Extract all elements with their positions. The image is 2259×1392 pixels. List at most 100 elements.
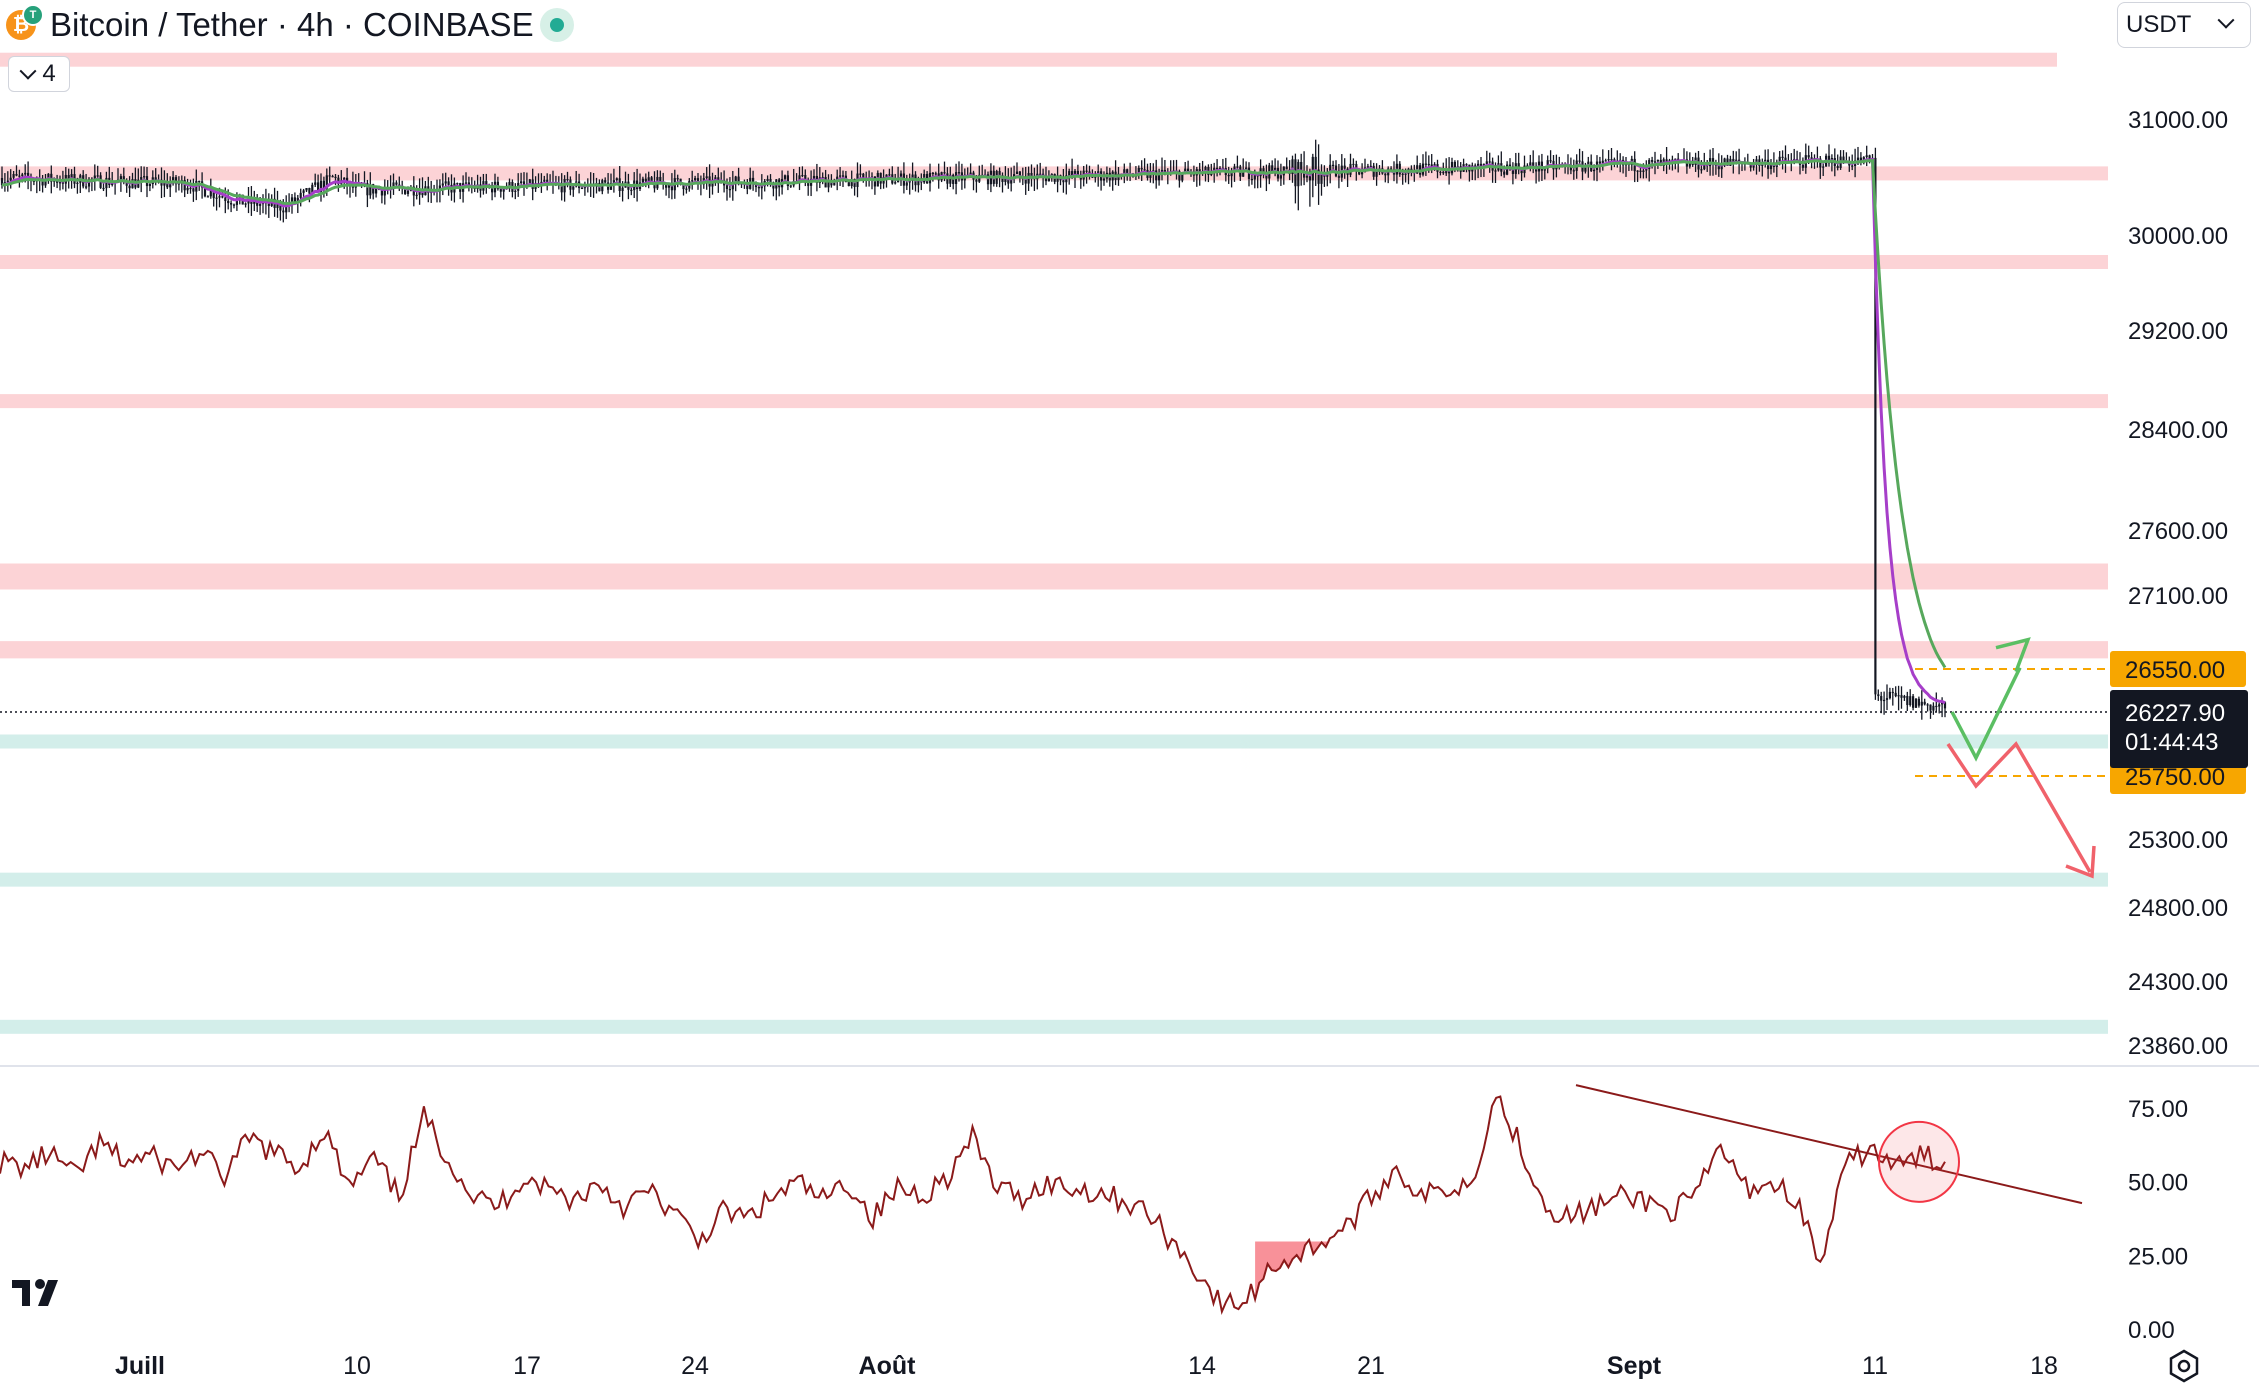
candle-body <box>644 178 647 182</box>
candle-body <box>18 175 21 177</box>
candle-body <box>1445 169 1448 174</box>
price-tick-label: 27600.00 <box>2128 518 2228 545</box>
candle-body <box>714 177 717 180</box>
candle-body <box>1909 696 1912 706</box>
candle-body <box>1506 164 1509 175</box>
candle-body <box>186 187 189 191</box>
candle-body <box>1233 166 1236 172</box>
candle-body <box>1674 158 1677 160</box>
candle-body <box>1102 178 1106 181</box>
collapse-indicators-button[interactable]: 4 <box>8 56 70 92</box>
candle-body <box>731 181 734 190</box>
candle-body <box>836 176 839 181</box>
indicator-count: 4 <box>42 60 56 87</box>
candle-body <box>1039 173 1042 175</box>
candle-body <box>209 190 212 197</box>
price-tick-label: 25300.00 <box>2128 827 2228 854</box>
rsi-pane[interactable]: 75.00 50.00 25.00 0.00 <box>0 1084 2188 1344</box>
candle-body <box>189 187 192 190</box>
candle-body <box>560 183 563 193</box>
candle-body <box>682 183 685 190</box>
candle-body <box>1827 155 1831 164</box>
candle-body <box>1503 171 1506 175</box>
candle-body <box>1859 157 1862 163</box>
moving-averages-layer <box>1 157 1947 705</box>
symbol-title[interactable]: Bitcoin / Tether · 4h · COINBASE <box>50 6 534 43</box>
candle-body <box>1352 163 1355 166</box>
candle-body <box>1700 169 1703 171</box>
candle-body <box>650 177 653 182</box>
candle-body <box>1888 691 1891 699</box>
candle-body <box>1216 167 1219 170</box>
candle-body <box>1711 158 1715 165</box>
candle-body <box>1778 156 1781 163</box>
candle-body <box>61 182 64 184</box>
candle-body <box>285 204 288 213</box>
chart-settings-icon[interactable] <box>2166 1348 2202 1384</box>
candle-body <box>528 179 531 186</box>
candle-body <box>1320 174 1323 184</box>
candle-body <box>1822 166 1825 168</box>
candle-body <box>102 187 105 190</box>
rsi-tick-label: 75.00 <box>2128 1096 2188 1123</box>
current-price-badge <box>2110 690 2248 769</box>
candle-body <box>934 173 937 175</box>
candle-body <box>746 184 749 189</box>
currency-select[interactable]: USDT <box>2117 2 2251 48</box>
candle-body <box>1639 170 1642 173</box>
candle-body <box>1250 178 1253 181</box>
candle-body <box>1004 178 1007 183</box>
candle-body <box>1271 165 1274 172</box>
candle-body <box>1651 160 1654 162</box>
candle-body <box>1856 157 1860 161</box>
candle-body <box>1607 159 1610 161</box>
candle-body <box>305 188 308 191</box>
candle-body <box>395 182 398 185</box>
candle-body <box>398 184 401 186</box>
candle-body <box>322 180 325 189</box>
candle-body <box>383 189 386 196</box>
candle-body <box>1398 163 1401 175</box>
rsi-trendline <box>1575 1084 2083 1205</box>
candle-body <box>734 176 737 182</box>
candle-body <box>1601 160 1604 164</box>
tradingview-logo-icon <box>12 1279 58 1306</box>
candle-body <box>1923 701 1926 705</box>
time-axis[interactable]: Juill 10 17 24 Août 14 21 Sept 11 18 <box>115 1352 2058 1380</box>
candle-body <box>757 187 760 189</box>
candle-body <box>1062 180 1065 183</box>
candle-body <box>224 197 227 201</box>
candle-body <box>282 210 285 213</box>
bullish-scenario-arrow <box>1950 666 2022 762</box>
candle-body <box>1920 701 1923 706</box>
candle-body <box>1140 167 1143 170</box>
price-tick-label: 29200.00 <box>2128 318 2228 345</box>
candle-body <box>85 186 88 188</box>
candle-body <box>1465 164 1468 166</box>
chevron-down-icon <box>2217 11 2235 29</box>
candle-body <box>1749 163 1752 168</box>
candle-body <box>1508 164 1512 168</box>
candle-body <box>821 176 824 179</box>
candle-body <box>0 178 4 186</box>
price-axis[interactable]: 31000.00 30000.00 29200.00 28400.00 27600.00… <box>2110 107 2248 1060</box>
candle-body <box>447 181 450 185</box>
candle-body <box>293 197 296 202</box>
candle-body <box>444 181 447 184</box>
candle-body <box>917 178 920 186</box>
candle-body <box>58 182 62 184</box>
candle-body <box>169 183 172 188</box>
candle-body <box>905 182 908 186</box>
candle-body <box>27 172 30 178</box>
candle-body <box>604 180 607 183</box>
candle-body <box>1317 169 1320 184</box>
candle-body <box>1308 176 1311 181</box>
candle-body <box>1218 167 1222 170</box>
price-label-text: 25750.00 <box>2125 764 2225 791</box>
candle-body <box>1068 171 1071 176</box>
candle-body <box>232 204 236 206</box>
candle-body <box>583 187 586 189</box>
time-tick-label: 17 <box>513 1352 541 1380</box>
candle-body <box>47 173 50 180</box>
